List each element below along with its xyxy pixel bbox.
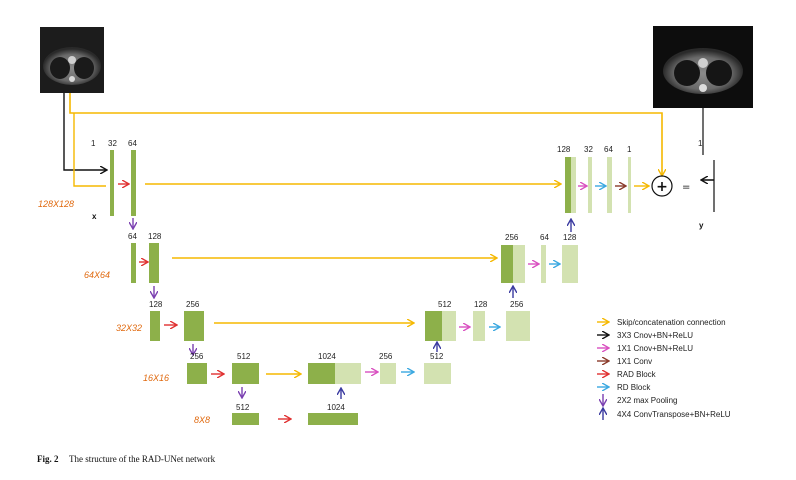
global-skip-connection [69, 93, 662, 175]
legend-item: 2X2 max Pooling [603, 394, 677, 405]
legend-item: 4X4 ConvTranspose+BN+ReLU [603, 409, 731, 420]
resolution-label-l3: 32X32 [116, 323, 142, 333]
channel-label: 256 [510, 300, 524, 309]
legend-item: Skip/concatenation connection [597, 318, 726, 327]
legend-label: RAD Block [617, 370, 657, 379]
resolution-label-l4: 16X16 [143, 373, 169, 383]
channel-label: 256 [190, 352, 204, 361]
channel-label: 64 [540, 233, 549, 242]
legend-label: 1X1 Conv [617, 357, 652, 366]
feature-map-enc4-a [187, 363, 207, 384]
output-bracket [701, 108, 715, 212]
feature-map-dec2-b [513, 245, 525, 283]
feature-map-dec4-c [380, 363, 396, 384]
channel-label: 512 [430, 352, 444, 361]
channel-label: 512 [438, 300, 452, 309]
feature-map-dec4-a [308, 363, 335, 384]
caption-text: The structure of the RAD-UNet network [69, 454, 216, 464]
feature-map-dec1-e [628, 157, 631, 213]
legend-item: 3X3 Cnov+BN+ReLU [597, 331, 693, 340]
feature-map-dec4-b [335, 363, 361, 384]
legend-label: 3X3 Cnov+BN+ReLU [617, 331, 693, 340]
channel-label: 128 [557, 145, 571, 154]
input-label: x [92, 212, 97, 221]
feature-map-dec1-a [565, 157, 571, 213]
equals-symbol: = [682, 182, 690, 193]
channel-label: 1 [91, 139, 96, 148]
channel-label: 128 [563, 233, 577, 242]
legend-label: 1X1 Cnov+BN+ReLU [617, 344, 693, 353]
feature-map-enc5-b [308, 413, 358, 425]
channel-label: 32 [584, 145, 593, 154]
feature-map-dec4-d [424, 363, 451, 384]
resolution-label-l1: 128X128 [38, 199, 74, 209]
feature-map-dec3-d [506, 311, 530, 341]
legend: Skip/concatenation connection 3X3 Cnov+B… [597, 318, 731, 420]
legend-label: RD Block [617, 383, 651, 392]
output-channel-label: 1 [698, 139, 703, 148]
feature-map-enc1-b [131, 150, 136, 216]
input-ct-image [40, 27, 104, 93]
figure-caption: Fig. 2 The structure of the RAD-UNet net… [37, 449, 216, 466]
channel-label: 1024 [327, 403, 345, 412]
channel-label: 1024 [318, 352, 336, 361]
legend-item: 1X1 Cnov+BN+ReLU [597, 344, 693, 353]
feature-map-enc2-a [131, 243, 136, 283]
feature-map-dec3-c [473, 311, 485, 341]
sum-node [651, 175, 673, 197]
feature-map-enc3-a [150, 311, 160, 341]
feature-map-enc4-b [232, 363, 259, 384]
feature-map-dec3-a [425, 311, 442, 341]
channel-label: 128 [148, 232, 162, 241]
feature-map-enc2-b [149, 243, 159, 283]
legend-item: RAD Block [597, 370, 657, 379]
channel-label: 256 [505, 233, 519, 242]
plus-symbol: + [656, 179, 668, 195]
resolution-label-l5: 8X8 [194, 415, 210, 425]
channel-label: 512 [236, 403, 250, 412]
channel-label: 256 [379, 352, 393, 361]
channel-label: 64 [128, 139, 137, 148]
channel-label: 32 [108, 139, 117, 148]
channel-label: 128 [149, 300, 163, 309]
output-label: y [699, 221, 704, 230]
feature-map-dec2-c [541, 245, 546, 283]
channel-label: 512 [237, 352, 251, 361]
legend-label: 2X2 max Pooling [617, 396, 677, 405]
feature-map-dec1-d [607, 157, 612, 213]
channel-label: 1 [627, 145, 632, 154]
feature-map-dec1-b [571, 157, 576, 213]
caption-label: Fig. 2 [37, 454, 59, 464]
channel-label: 64 [604, 145, 613, 154]
legend-item: RD Block [597, 383, 651, 392]
input-skip-to-level1 [73, 113, 106, 187]
legend-label: Skip/concatenation connection [617, 318, 726, 327]
feature-map-enc1-a [110, 150, 114, 216]
feature-map-dec2-d [562, 245, 578, 283]
legend-label: 4X4 ConvTranspose+BN+ReLU [617, 410, 731, 419]
resolution-label-l2: 64X64 [84, 270, 110, 280]
channel-label: 256 [186, 300, 200, 309]
feature-map-dec1-c [588, 157, 592, 213]
output-ct-image [653, 26, 753, 108]
legend-item: 1X1 Conv [597, 357, 652, 366]
channel-label: 128 [474, 300, 488, 309]
feature-map-enc3-b [184, 311, 204, 341]
feature-map-dec2-a [501, 245, 513, 283]
input-arrow [63, 93, 106, 170]
channel-label: 64 [128, 232, 137, 241]
feature-map-dec3-b [442, 311, 456, 341]
feature-map-enc5-a [232, 413, 259, 425]
